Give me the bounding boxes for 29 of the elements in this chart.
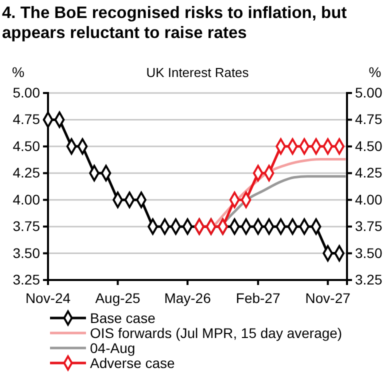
- x-tick-label: Nov-24: [25, 290, 71, 306]
- legend-label: Base case: [90, 310, 156, 326]
- x-tick-label: Nov-27: [305, 290, 351, 306]
- y2-tick-label: 4.25: [355, 164, 382, 181]
- x-tick-label: Feb-27: [236, 290, 280, 306]
- y-tick-label: 5.00: [12, 84, 40, 100]
- y-tick-label: 4.00: [12, 191, 40, 208]
- x-tick-label: May-26: [164, 290, 212, 306]
- y-tick-label: 3.50: [12, 244, 40, 261]
- y2-tick-label: 4.50: [355, 138, 382, 154]
- y2-tick-label: 4.75: [355, 111, 382, 128]
- legend-label: Adverse case: [90, 355, 176, 371]
- y-tick-label: 4.50: [12, 138, 40, 154]
- x-tick-label: Aug-25: [95, 290, 141, 306]
- y-tick-label: 4.25: [12, 164, 40, 181]
- y-axis-title: %: [12, 64, 24, 80]
- legend-label: 04-Aug: [90, 340, 136, 356]
- y-tick-label: 3.75: [12, 218, 40, 234]
- y-tick-label: 3.25: [12, 271, 40, 288]
- y2-tick-label: 3.50: [355, 244, 382, 261]
- y-tick-label: 4.75: [12, 111, 40, 128]
- chart-title: 4. The BoE recognised risks to inflation, but appears reluctant to raise rates: [2, 4, 348, 42]
- y2-tick-label: 4.00: [355, 191, 382, 208]
- legend-label: OIS forwards (Jul MPR, 15 day average): [90, 325, 342, 341]
- y2-axis-title: %: [368, 64, 382, 80]
- y2-tick-label: 3.75: [355, 218, 382, 234]
- chart-subtitle: UK Interest Rates: [146, 65, 250, 80]
- y2-tick-label: 5.00: [355, 84, 382, 100]
- y2-tick-label: 3.25: [355, 271, 382, 288]
